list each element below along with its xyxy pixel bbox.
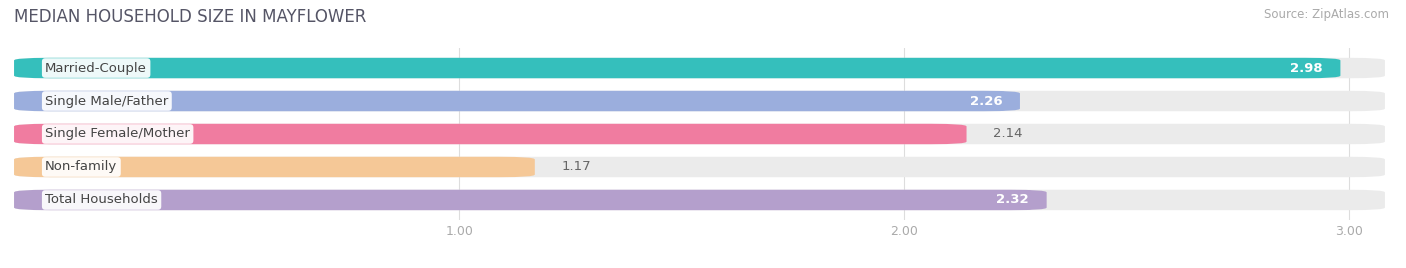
FancyBboxPatch shape bbox=[14, 190, 1385, 210]
FancyBboxPatch shape bbox=[14, 58, 1385, 78]
Text: Total Households: Total Households bbox=[45, 193, 157, 206]
FancyBboxPatch shape bbox=[14, 157, 534, 177]
FancyBboxPatch shape bbox=[14, 124, 966, 144]
Text: 2.26: 2.26 bbox=[970, 95, 1002, 107]
FancyBboxPatch shape bbox=[14, 91, 1385, 111]
Text: 2.98: 2.98 bbox=[1289, 62, 1323, 75]
Text: Single Female/Mother: Single Female/Mother bbox=[45, 128, 190, 140]
Text: 2.14: 2.14 bbox=[993, 128, 1022, 140]
FancyBboxPatch shape bbox=[14, 124, 1385, 144]
Text: 2.32: 2.32 bbox=[997, 193, 1029, 206]
FancyBboxPatch shape bbox=[14, 157, 1385, 177]
Text: Single Male/Father: Single Male/Father bbox=[45, 95, 169, 107]
Text: Married-Couple: Married-Couple bbox=[45, 62, 148, 75]
Text: MEDIAN HOUSEHOLD SIZE IN MAYFLOWER: MEDIAN HOUSEHOLD SIZE IN MAYFLOWER bbox=[14, 8, 367, 26]
Text: Source: ZipAtlas.com: Source: ZipAtlas.com bbox=[1264, 8, 1389, 21]
FancyBboxPatch shape bbox=[14, 91, 1019, 111]
FancyBboxPatch shape bbox=[14, 58, 1340, 78]
FancyBboxPatch shape bbox=[14, 190, 1046, 210]
Text: Non-family: Non-family bbox=[45, 161, 118, 173]
Text: 1.17: 1.17 bbox=[561, 161, 591, 173]
